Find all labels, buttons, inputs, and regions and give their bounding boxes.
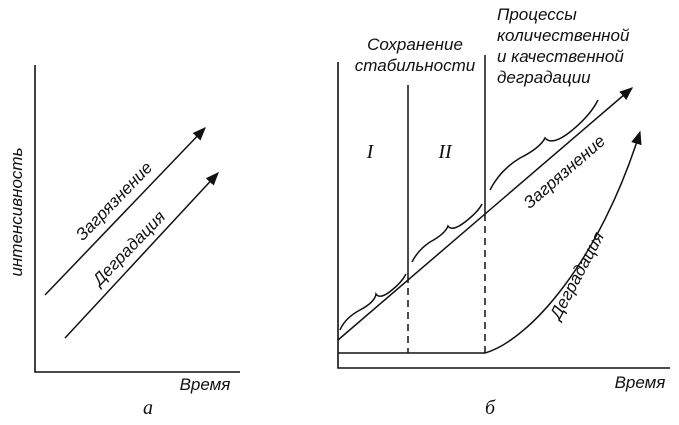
text-line: и качественной bbox=[497, 47, 624, 66]
y-axis-label: интенсивность bbox=[7, 147, 26, 276]
brace bbox=[411, 203, 483, 263]
axes bbox=[337, 62, 670, 369]
header: Сохранение стабильности bbox=[355, 35, 476, 75]
caption: а bbox=[143, 397, 153, 419]
caption: б bbox=[485, 397, 496, 419]
text-line: Сохранение bbox=[367, 35, 463, 54]
zone-label: I bbox=[366, 141, 375, 163]
text-line: количественной bbox=[497, 26, 630, 45]
panel-b: Сохранение стабильности Процессы количеств… bbox=[337, 5, 670, 419]
x-axis-label: Время bbox=[180, 375, 231, 394]
arrow bbox=[64, 172, 219, 339]
panel-a: интенсивность Время Загрязнение Деградац… bbox=[7, 65, 240, 419]
arrow bbox=[338, 130, 642, 354]
line-label: Деградация bbox=[545, 229, 608, 324]
brace bbox=[339, 273, 407, 331]
text-line: стабильности bbox=[355, 56, 476, 75]
text-line: деградации bbox=[497, 68, 591, 87]
axes bbox=[34, 65, 240, 373]
arrow bbox=[44, 127, 206, 296]
text-line: Процессы bbox=[497, 5, 577, 24]
arrow bbox=[337, 87, 634, 341]
zone-label: II bbox=[437, 141, 453, 163]
header: Процессы количественной и качественной дегр… bbox=[497, 5, 630, 87]
brace bbox=[489, 99, 599, 191]
x-axis-label: Время bbox=[615, 373, 666, 392]
